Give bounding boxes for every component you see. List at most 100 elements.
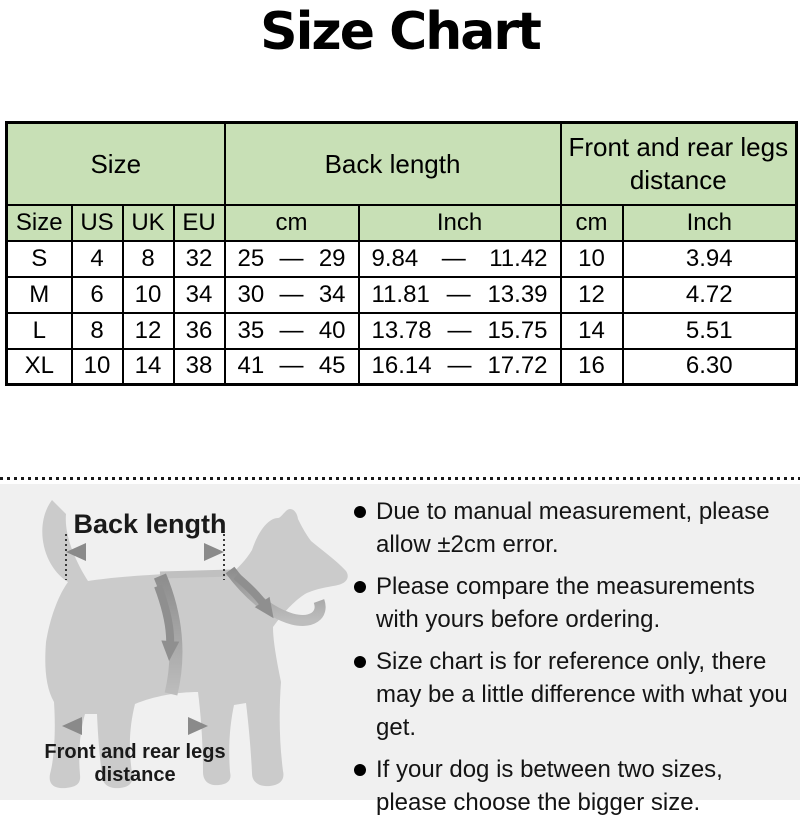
cell-size: S [5,239,73,278]
range-max: 13.39 [487,280,548,308]
measurement-panel: Back length Front and rear legs distance… [0,484,800,816]
group-header-legs-distance: Front and rear legs distance [559,121,798,206]
cell-back-length-inch: 16.14 — 17.72 [357,347,562,386]
col-header-us: US [70,203,124,242]
range-max: 45 [318,352,346,380]
legs-distance-arrowhead-left [62,717,82,735]
dash: — [279,316,304,344]
harness-back-strap [159,569,233,579]
range-min: 25 [237,244,265,272]
range-max: 17.72 [487,352,548,380]
note-item: Please compare the measurements with you… [354,570,798,636]
dash: — [447,352,472,380]
note-item: Size chart is for reference only, there … [354,645,798,744]
cell-us: 4 [70,239,124,278]
range-min: 13.78 [371,316,432,344]
size-table-body: S 4 8 32 25—29 9.84—11.42 10 3.94 M 6 10 34 30—34 11.… [5,239,798,386]
cell-back-length-inch: 11.81 — 13.39 [357,275,562,314]
legs-distance-arrowhead-right [188,717,208,735]
table-row: L 8 12 36 35 — 40 13.78 — 15.75 14 5.51 [5,311,798,350]
cell-back-length-cm: 30 — 34 [223,275,360,314]
dash: — [279,352,304,380]
range-min: 30 [237,280,265,308]
back-length-arrowhead-left [66,543,86,561]
note-text: Size chart is for reference only, there … [376,648,788,741]
cell-legs-distance-cm: 12 [559,275,624,314]
cell-uk: 14 [121,347,175,386]
cell-uk: 8 [121,239,175,278]
range-min: 9.84 [371,244,419,272]
cell-eu: 38 [172,347,226,386]
table-group-header-row: Size Back length Front and rear legs dis… [5,121,798,206]
cell-legs-distance-inch: 3.94 [621,239,798,278]
col-header-uk: UK [121,203,175,242]
dog-measurement-diagram: Back length Front and rear legs distance [42,500,348,789]
cell-us: 10 [70,347,124,386]
group-header-size: Size [5,121,226,206]
cell-size: M [5,275,73,314]
col-header-legs-cm: cm [559,203,624,242]
back-length-label: Back length [73,509,226,539]
note-text: Please compare the measurements with you… [376,573,755,633]
cell-legs-distance-inch: 4.72 [621,275,798,314]
table-row: M 6 10 34 30—34 11.81—13.39 12 4.72 [5,275,798,314]
note-item: Due to manual measurement, please allow … [354,495,798,561]
range-max: 15.75 [487,316,548,344]
range-min: 41 [237,352,265,380]
col-header-back-inch: Inch [357,203,562,242]
cell-legs-distance-cm: 16 [559,347,624,386]
cell-back-length-inch: 9.84 — 11.42 [357,239,562,278]
cell-back-length-cm: 35 — 40 [223,311,360,350]
cell-eu: 34 [172,275,226,314]
dash: — [441,244,466,272]
dog-silhouette-shape [42,500,348,789]
range-min: 11.81 [371,280,430,308]
note-item: If your dog is between two sizes, please… [354,753,798,819]
cell-size: L [5,311,73,350]
notes-list: Due to manual measurement, please allow … [354,495,798,828]
range-max: 29 [318,244,346,272]
col-header-legs-inch: Inch [621,203,798,242]
harness-chest-strap [153,573,183,696]
harness-chest-arrow [154,584,180,661]
cell-legs-distance-cm: 10 [559,239,624,278]
cell-back-length-inch: 13.78 — 15.75 [357,311,562,350]
cell-legs-distance-cm: 14 [559,311,624,350]
cell-us: 6 [70,275,124,314]
range-max: 11.42 [489,244,548,272]
table-column-header-row: Size US UK EU cm Inch cm Inch [5,203,798,242]
cell-eu: 32 [172,239,226,278]
table-row: S 4 8 32 25 — 29 9.84 — 11.42 10 3.94 [5,239,798,278]
cell-uk: 12 [121,311,175,350]
dotted-divider [0,477,800,480]
cell-eu: 36 [172,311,226,350]
bullet-icon [354,506,366,518]
cell-back-length-cm: 25 — 29 [223,239,360,278]
cell-legs-distance-inch: 5.51 [621,311,798,350]
note-text: If your dog is between two sizes, please… [376,756,723,816]
legs-distance-label-line1: Front and rear legs [44,741,225,763]
cell-size: XL [5,347,73,386]
cell-uk: 10 [121,275,175,314]
range-max: 34 [318,280,346,308]
col-header-back-cm: cm [223,203,360,242]
back-length-arrowhead-right [204,543,224,561]
dash: — [279,244,304,272]
table-row: XL 10 14 38 41 — 45 16.14 — 17.72 16 6.30 [5,347,798,386]
col-header-size: Size [5,203,73,242]
col-header-eu: EU [172,203,226,242]
size-chart-table: Size Back length Front and rear legs dis… [5,121,799,386]
cell-us: 8 [70,311,124,350]
cell-back-length-cm: 41 — 45 [223,347,360,386]
bullet-icon [354,581,366,593]
bullet-icon [354,656,366,668]
legs-distance-label-line2: distance [94,764,175,786]
range-min: 35 [237,316,265,344]
page-title: Size Chart [260,2,542,62]
dash: — [447,316,472,344]
dash: — [279,280,304,308]
group-header-back-length: Back length [223,121,562,206]
range-min: 16.14 [371,352,432,380]
harness-neck-arrow [233,572,274,619]
bullet-icon [354,764,366,776]
